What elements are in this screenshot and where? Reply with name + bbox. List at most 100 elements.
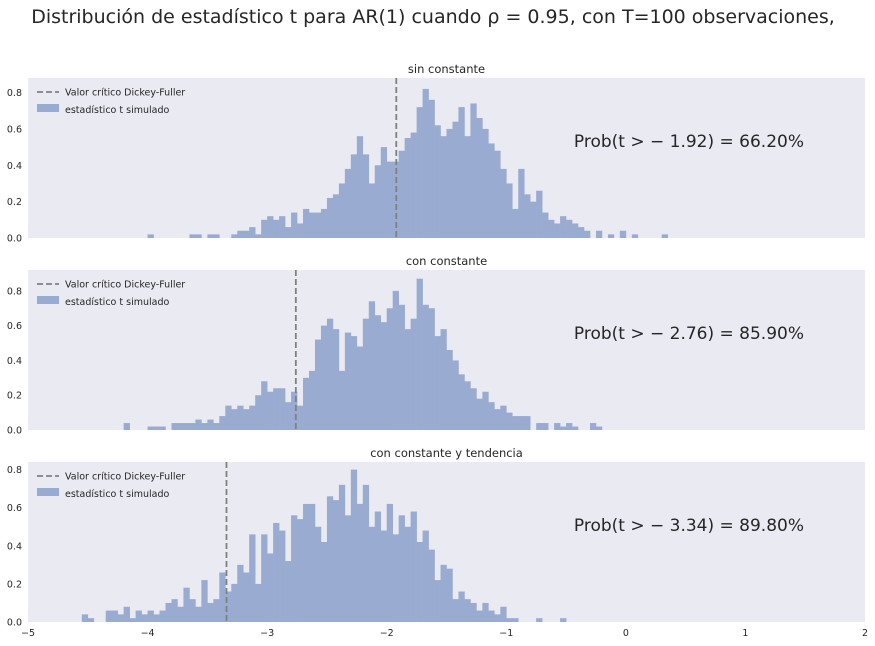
histogram-bar [356,503,364,622]
histogram-bar [416,542,423,622]
histogram-bar [207,602,214,622]
histogram-bar [338,183,346,238]
histogram-bar [404,526,411,622]
histogram-bar [482,602,489,622]
histogram-bar [123,423,130,430]
histogram-bar [183,423,190,430]
histogram-bar [566,423,573,430]
histogram-bar [213,423,220,430]
y-tick-label: 0.0 [7,426,22,437]
y-tick-label: 0.4 [7,161,22,172]
histogram-bar [476,610,483,622]
legend-patch-icon [37,104,59,112]
histogram-bar [285,402,292,430]
histogram-bar [261,534,268,622]
histogram-bar [512,416,519,430]
panel-3: con constante y tendencia 0.0 0.2 0.4 0.6 0.8… [7,446,868,639]
histogram-bar [446,128,453,238]
histogram-bar [297,519,304,622]
histogram-bar [213,599,220,622]
histogram-bar [297,223,304,238]
histogram-bar [374,165,382,238]
histogram-bar [434,336,441,430]
histogram-bar [542,212,549,238]
legend-patch-icon [37,488,59,496]
histogram-bar [470,602,477,622]
histogram-bar [482,391,489,430]
histogram-bar [320,208,328,238]
histogram-bar [285,227,292,238]
histogram-bar [595,426,603,430]
histogram-bar [595,230,603,238]
histogram-bars [123,278,603,430]
panel-title: con constante [406,254,487,268]
histogram-bar [464,136,471,238]
histogram-bar [416,278,423,430]
histogram-bar [530,201,537,238]
histogram-bar [536,423,543,430]
histogram-bar [255,583,262,622]
histogram-bar [488,610,495,622]
histogram-bar [219,416,226,430]
histogram-bar [386,161,393,238]
y-tick-label: 0.8 [7,286,22,297]
histogram-bar [560,618,567,622]
x-tick-label: −4 [141,628,155,639]
histogram-bar [147,610,154,622]
probability-annotation: Prob(t > − 2.76) = 85.90% [574,324,804,344]
histogram-bar [536,618,543,622]
histogram-bar [536,190,543,238]
histogram-bar [512,208,519,238]
y-tick-label: 0.2 [7,197,22,208]
histogram-bar [135,610,142,622]
histogram-bar [464,599,471,622]
histogram-bar [512,618,519,622]
legend-patch-icon [37,296,59,304]
histogram-bar [428,99,435,238]
histogram-bar [464,381,471,430]
histogram-bar [422,530,429,622]
histogram-bar [338,484,346,622]
histogram-bar [261,219,268,238]
histogram-bar [661,234,669,238]
histogram-bar [554,423,561,430]
histogram-bar [267,391,274,430]
histogram-bar [153,426,160,430]
histogram-bar [201,423,208,430]
histogram-bar [344,515,352,622]
histogram-bar [428,308,435,430]
histogram-bar [153,614,160,622]
histogram-bar [524,194,531,238]
histogram-bar [476,398,483,430]
histogram-bar [129,618,136,622]
legend: Valor crítico Dickey-Fuller estadístico t… [37,472,185,500]
histogram-bar [446,568,453,622]
histogram-bar [470,388,477,430]
x-tick-label: −2 [380,628,394,639]
histogram-bar [392,290,399,430]
y-tick-label: 0.0 [7,618,22,629]
histogram-bar [458,107,465,238]
histogram-bar [428,549,435,622]
histogram-bar [291,212,298,238]
histogram-bar [368,183,376,238]
y-tick-label: 0.8 [7,465,22,476]
histogram-bar [303,208,310,238]
histogram-bar [500,405,507,430]
histogram-bars [81,469,567,622]
histogram-bar [506,183,513,238]
histogram-bar [350,336,358,430]
histogram-bar [374,511,382,622]
histogram-bar [422,304,429,430]
histogram-bar [410,511,417,622]
histogram-bar [195,419,202,430]
panel-title: con constante y tendencia [370,446,523,460]
histogram-bar [494,409,501,430]
histogram-bar [255,395,262,430]
histogram-bar [159,610,166,622]
histogram-bar [440,564,447,622]
histogram-bar [386,308,393,430]
panel-1: sin constante 0.0 0.2 0.4 0.6 0.8 Valor crític… [7,62,865,245]
histogram-bar [368,526,376,622]
histogram-bar [285,561,292,622]
